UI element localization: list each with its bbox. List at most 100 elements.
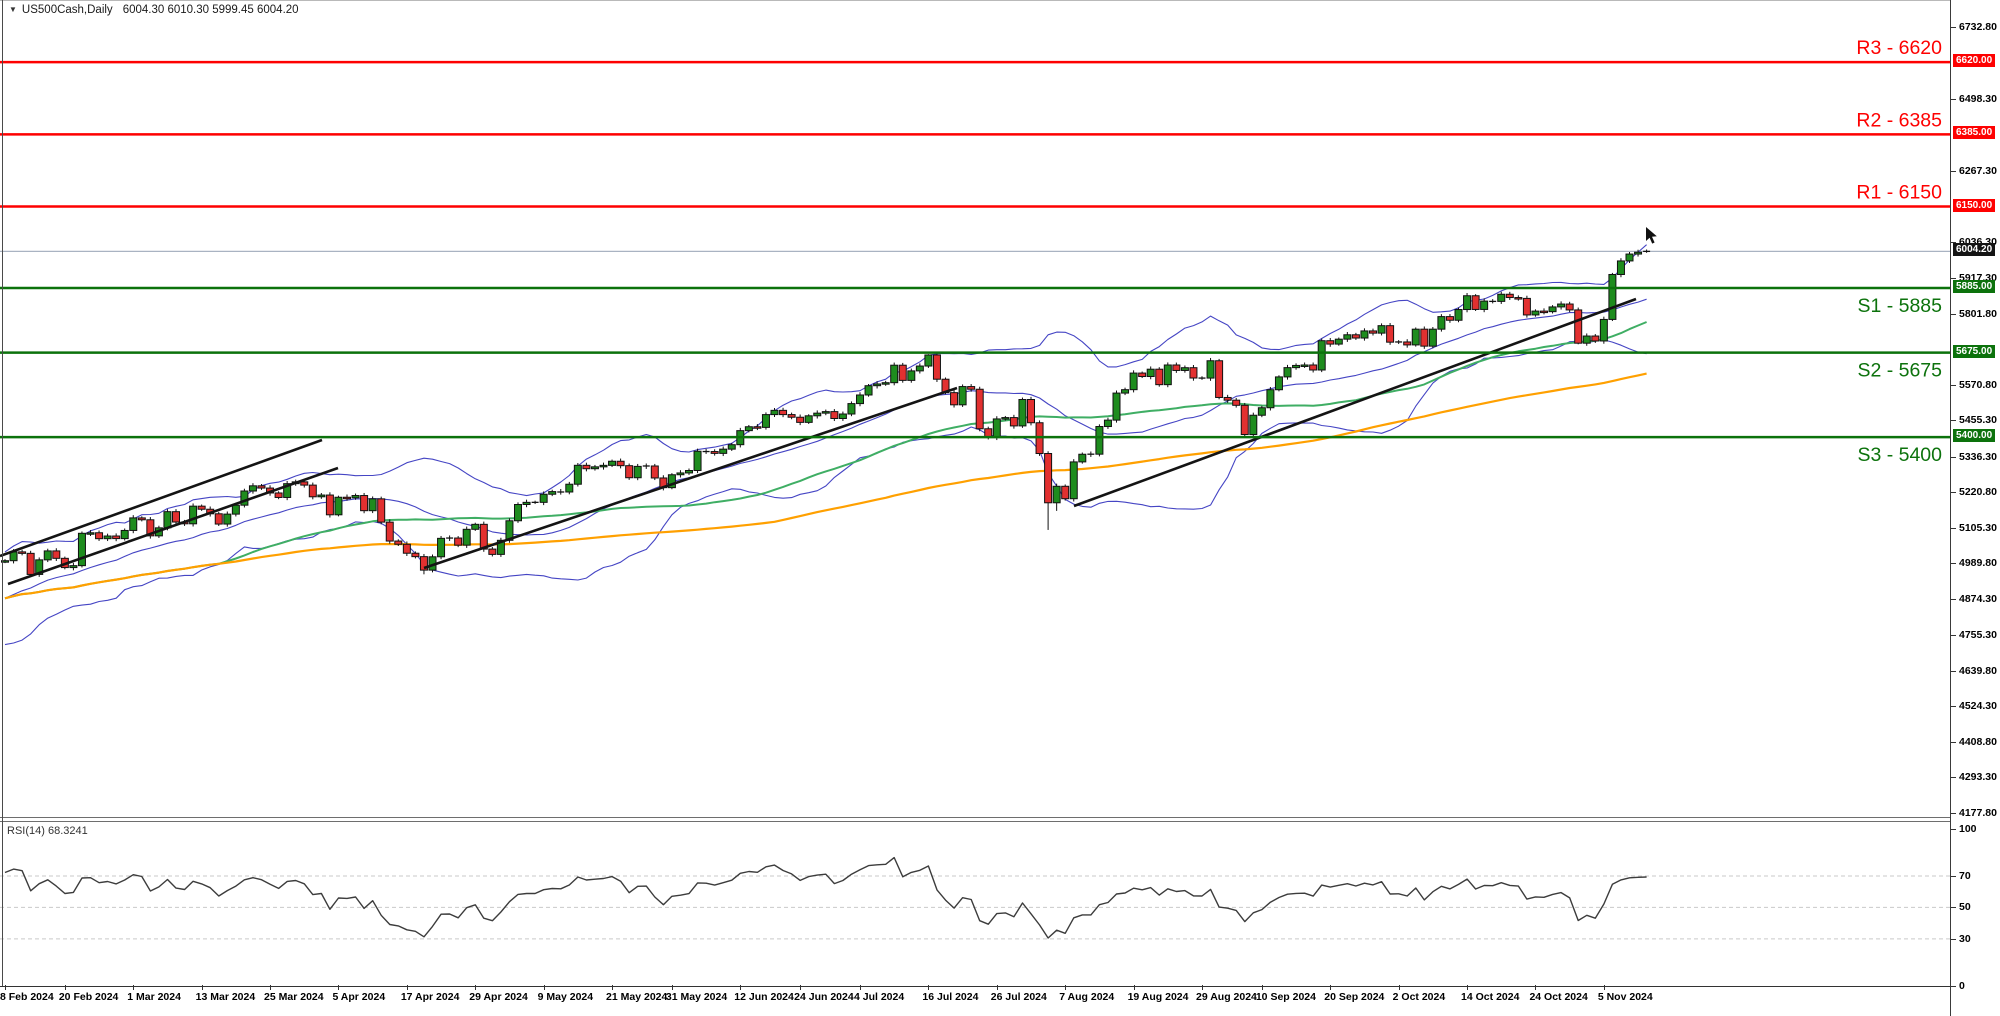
bull-candle — [1163, 364, 1172, 386]
level-label-S2: S2 - 5675 — [1857, 360, 1942, 382]
bull-candle — [992, 418, 1001, 438]
bull-candle — [283, 483, 292, 498]
bull-candle — [514, 504, 522, 522]
bull-candle — [864, 385, 873, 396]
main-chart-pane[interactable]: R3 - 6620 R2 - 6385 R1 - 6150 S1 - 5885 S2 -… — [0, 0, 1950, 817]
date-label: 1 Mar 2024 — [127, 991, 181, 1003]
bull-candle — [873, 383, 882, 387]
bear-candle — [1386, 325, 1395, 343]
time-axis[interactable]: 8 Feb 2024 20 Feb 2024 1 Mar 2024 13 Mar 20… — [0, 985, 1950, 1016]
bear-candle — [1172, 364, 1181, 371]
bear-candle — [1369, 330, 1377, 334]
rsi-indicator-pane[interactable]: RSI(14) 68.3241 — [0, 822, 1950, 987]
bull-candle — [1069, 461, 1078, 500]
date-tick — [671, 985, 673, 990]
trendline[interactable] — [423, 386, 958, 570]
price-tick-label: 5336.30 — [1959, 450, 1997, 463]
bull-candle — [847, 403, 856, 415]
price-tick — [1951, 598, 1956, 600]
date-label: 13 Mar 2024 — [195, 991, 256, 1003]
bull-candle — [1634, 251, 1643, 255]
date-tick — [64, 985, 66, 990]
bear-candle — [1044, 453, 1053, 504]
price-tick — [1951, 241, 1956, 243]
date-tick — [740, 985, 742, 990]
rsi-chart-svg[interactable] — [0, 822, 1950, 987]
bull-candle — [522, 501, 531, 506]
price-axis[interactable]: 6732.80 6498.30 6267.30 6036.30 5917.30 5801.… — [1950, 0, 2000, 1016]
bull-candle — [693, 450, 702, 472]
bear-candle — [308, 484, 317, 498]
price-tick-label: 6267.30 — [1959, 164, 1997, 177]
trendline[interactable] — [7, 466, 339, 586]
level-label-S3: S3 - 5400 — [1857, 444, 1942, 466]
bull-candle — [43, 550, 52, 561]
price-badge-6385.00: 6385.00 — [1953, 126, 1996, 140]
bear-candle — [967, 386, 976, 390]
price-tick-label: 4293.30 — [1959, 771, 1997, 784]
price-tick-label: 4639.80 — [1959, 664, 1997, 677]
bear-candle — [1155, 368, 1164, 386]
bear-candle — [898, 364, 907, 381]
date-tick — [1467, 985, 1469, 990]
bull-candle — [1180, 367, 1189, 371]
date-tick — [928, 985, 930, 990]
bull-candle — [1557, 303, 1566, 308]
bull-candle — [35, 559, 44, 575]
bull-candle — [462, 528, 471, 546]
bull-candle — [1001, 417, 1010, 420]
price-tick — [1951, 635, 1956, 637]
rsi-indicator-label: RSI(14) 68.3241 — [7, 825, 88, 837]
bull-candle — [471, 523, 480, 530]
bull-candle — [351, 495, 360, 499]
symbol-dropdown-icon[interactable]: ▼ — [9, 5, 17, 14]
bear-candle — [402, 543, 411, 554]
bull-candle — [163, 511, 172, 529]
bull-candle — [667, 474, 676, 489]
date-label: 26 Jul 2024 — [990, 991, 1047, 1003]
bear-candle — [1522, 297, 1531, 316]
pane-splitter[interactable] — [0, 817, 2000, 822]
price-tick — [1951, 563, 1956, 565]
bull-candle — [1300, 364, 1309, 367]
bear-candle — [1591, 335, 1600, 342]
bull-candle — [1274, 376, 1283, 391]
trendline[interactable] — [0, 438, 323, 558]
bear-candle — [616, 460, 625, 467]
price-tick-label: 4408.80 — [1959, 735, 1997, 748]
bear-candle — [257, 485, 266, 489]
bull-candle — [804, 415, 813, 423]
price-tick — [1951, 27, 1956, 29]
price-chart-svg[interactable]: R3 - 6620 R2 - 6385 R1 - 6150 S1 - 5885 S2 -… — [0, 0, 1950, 817]
bear-candle — [625, 465, 634, 479]
rsi-tick — [1951, 907, 1956, 909]
bull-candle — [821, 411, 830, 414]
date-tick — [475, 985, 477, 990]
bear-candle — [1540, 310, 1548, 314]
date-label: 17 Apr 2024 — [400, 991, 460, 1003]
date-tick — [1133, 985, 1135, 990]
date-tick — [270, 985, 272, 990]
bull-candle — [1095, 426, 1104, 455]
bull-candle — [317, 494, 326, 498]
bull-candle — [86, 532, 95, 535]
bull-candle — [915, 365, 924, 372]
bull-candle — [890, 364, 899, 384]
indicator-line — [4, 244, 1647, 553]
date-label: 8 Feb 2024 — [0, 991, 54, 1003]
rsi-tick-label: 30 — [1959, 932, 1971, 945]
bull-candle — [907, 370, 916, 381]
rsi-tick-label: 100 — [1959, 822, 1977, 835]
bull-candle — [881, 382, 890, 385]
date-label: 7 Aug 2024 — [1059, 991, 1115, 1003]
date-label: 21 May 2024 — [606, 991, 668, 1003]
price-tick-label: 4874.30 — [1959, 592, 1997, 605]
trendline[interactable] — [1073, 297, 1637, 508]
price-badge-5675.00: 5675.00 — [1953, 344, 1996, 358]
bear-candle — [146, 519, 155, 537]
bull-candle — [120, 529, 129, 540]
price-tick-label: 5455.30 — [1959, 414, 1997, 427]
price-badge-5400.00: 5400.00 — [1953, 429, 1996, 443]
price-badge-6150.00: 6150.00 — [1953, 198, 1996, 212]
rsi-tick — [1951, 938, 1956, 940]
